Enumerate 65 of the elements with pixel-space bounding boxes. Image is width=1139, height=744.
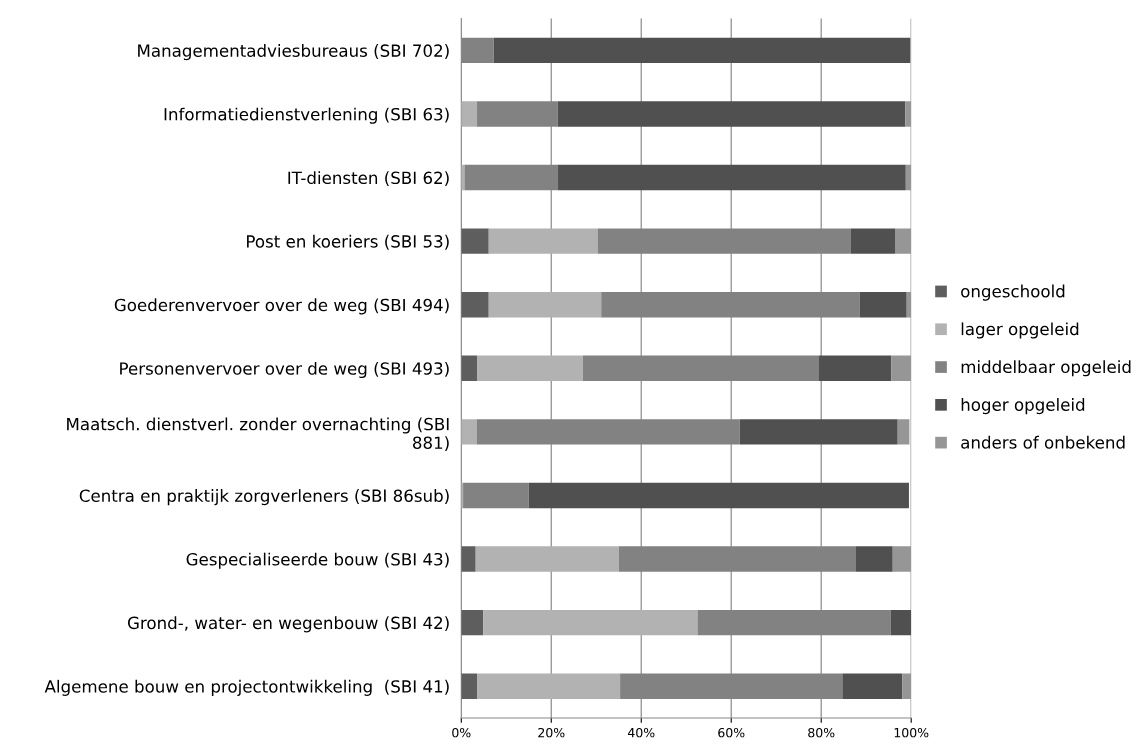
bar [582,355,819,381]
x-tick-label: 100% [894,727,929,738]
bar [461,291,489,318]
x-tick-label: 60% [718,727,745,738]
bar [461,419,477,445]
bar [890,609,912,636]
bar [558,164,906,191]
y-tick-label: Maatsch. dienstverl. zonder overnachting (SBI 881) [67,417,449,451]
bar [905,164,912,191]
x-tick-label: 40% [627,727,655,738]
legend-label: anders of onbekend [961,435,1125,449]
bar [477,101,558,127]
bar [464,164,559,191]
bar [902,673,912,699]
bar [895,228,912,254]
bar [897,419,910,445]
bar [461,546,476,572]
bar [461,673,478,699]
bar [618,546,856,572]
bar [488,228,598,254]
bar [855,546,893,572]
bar [493,37,911,64]
bar [739,419,898,445]
bar [859,291,907,318]
bar [842,673,903,699]
x-tick-label: 0% [452,727,471,738]
y-tick-label: Post en koeriers (SBI 53) [247,234,449,250]
bar [488,291,602,318]
y-tick-label: Centra en praktijk zorgverleners (SBI 86sub) [79,489,449,506]
y-tick-label: Grond-, water- en wegenbouw (SBI 42) [127,616,449,633]
bar [601,291,860,318]
y-tick-label: Gespecialiseerde bouw (SBI 43) [186,552,449,569]
bar [461,609,484,636]
bar [461,228,489,254]
bar [475,546,619,572]
x-tick-label: 80% [808,727,835,738]
bar [557,101,906,127]
bar [891,355,912,381]
y-tick-label: IT-diensten (SBI 62) [288,171,449,187]
y-tick-label: Algemene bouw en projectontwikkeling (SBI 41) [44,679,449,696]
legend-label: middelbaar opgeleid [961,360,1131,377]
legend-label: lager opgeleid [961,322,1079,339]
bar [461,355,478,381]
bar [461,101,478,127]
legend-label: hoger opgeleid [961,398,1085,415]
y-tick-label: Managementadviesbureaus (SBI 702) [138,44,449,61]
bar [620,673,843,699]
bar [477,673,621,699]
bar [483,609,698,636]
bar [697,609,891,636]
legend-label: ongeschoold [961,284,1065,301]
bar [818,355,892,381]
y-tick-label: Informatiedienstverlening (SBI 63) [164,107,449,124]
bar [905,101,912,127]
x-tick-label: 20% [538,727,565,738]
bar [892,546,912,572]
y-tick-label: Personenvervoer over de weg (SBI 493) [120,361,449,379]
bar [463,482,529,509]
bar [528,482,909,509]
bar [461,37,494,64]
bar [597,228,851,254]
bar [476,419,740,445]
y-tick-label: Goederenvervoer over de weg (SBI 494) [114,298,449,315]
bar [477,355,583,381]
bar [850,228,895,254]
